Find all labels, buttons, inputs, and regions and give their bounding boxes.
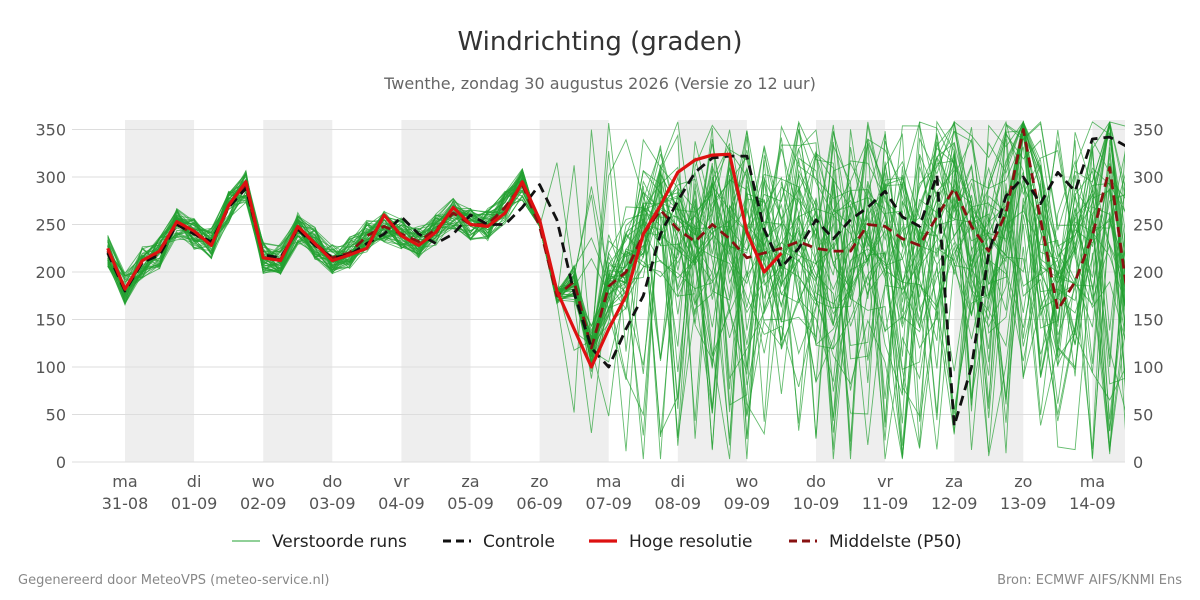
- y-tick-left-200: 200: [35, 263, 66, 282]
- x-tick-day-2: wo: [252, 472, 275, 491]
- x-tick-date-8: 08-09: [655, 494, 702, 513]
- day-shade-2: [263, 120, 333, 462]
- x-tick-day-1: di: [187, 472, 202, 491]
- ensemble-member-line: [107, 140, 1125, 460]
- x-tick-day-3: do: [322, 472, 342, 491]
- ensemble-member-line: [107, 140, 1125, 426]
- x-tick-day-5: za: [461, 472, 479, 491]
- x-tick-day-4: vr: [393, 472, 409, 491]
- x-tick-day-10: do: [806, 472, 826, 491]
- y-tick-left-250: 250: [35, 216, 66, 235]
- ensemble-member-line: [107, 123, 1125, 459]
- x-tick-date-10: 10-09: [793, 494, 840, 513]
- x-tick-date-11: 11-09: [862, 494, 909, 513]
- x-tick-day-14: ma: [1080, 472, 1105, 491]
- x-tick-date-4: 04-09: [378, 494, 425, 513]
- x-tick-date-12: 12-09: [931, 494, 978, 513]
- legend-label-median: Middelste (P50): [829, 532, 962, 552]
- x-tick-date-14: 14-09: [1069, 494, 1116, 513]
- y-tick-right-150: 150: [1133, 311, 1164, 330]
- x-tick-date-0: 31-08: [102, 494, 149, 513]
- legend-label-control: Controle: [483, 532, 555, 552]
- y-axis-right: 0 50 100 150 200 250 300 350: [1133, 121, 1164, 473]
- y-tick-right-250: 250: [1133, 216, 1164, 235]
- y-tick-right-0: 0: [1133, 453, 1143, 472]
- ensemble-member-line: [107, 121, 1125, 436]
- x-tick-date-7: 07-09: [585, 494, 632, 513]
- y-tick-right-50: 50: [1133, 406, 1153, 425]
- legend-label-ensemble: Verstoorde runs: [272, 532, 407, 552]
- x-tick-day-6: zo: [531, 472, 549, 491]
- x-tick-day-0: ma: [112, 472, 137, 491]
- y-tick-right-350: 350: [1133, 121, 1164, 140]
- x-tick-day-11: vr: [877, 472, 893, 491]
- x-tick-date-3: 03-09: [309, 494, 356, 513]
- main-series: [106, 128, 1125, 428]
- day-shade-4: [401, 120, 471, 462]
- legend: Verstoorde runs Controle Hoge resolutie …: [232, 532, 962, 552]
- y-tick-left-350: 350: [35, 121, 66, 140]
- x-tick-date-1: 01-09: [171, 494, 218, 513]
- x-tick-day-12: za: [945, 472, 963, 491]
- x-tick-date-13: 13-09: [1000, 494, 1047, 513]
- x-tick-day-9: wo: [735, 472, 758, 491]
- legend-item-median: Middelste (P50): [789, 532, 962, 552]
- x-tick-date-6: 06-09: [516, 494, 563, 513]
- chart-subtitle: Twenthe, zondag 30 augustus 2026 (Versie…: [383, 74, 816, 93]
- y-tick-left-300: 300: [35, 168, 66, 187]
- y-axis-left: 0 50 100 150 200 250 300 350: [35, 121, 66, 473]
- y-tick-left-50: 50: [46, 406, 66, 425]
- y-tick-left-100: 100: [35, 358, 66, 377]
- ensemble-member-line: [107, 143, 1125, 458]
- legend-item-ensemble: Verstoorde runs: [232, 532, 407, 552]
- ensemble-member-line: [107, 121, 1125, 439]
- y-tick-right-100: 100: [1133, 358, 1164, 377]
- y-tick-right-200: 200: [1133, 263, 1164, 282]
- day-shade-0: [125, 120, 195, 462]
- x-tick-day-8: di: [670, 472, 685, 491]
- series-line-hoge-resolutie: [106, 152, 783, 369]
- ensemble-member-line: [107, 121, 1125, 391]
- x-tick-date-9: 09-09: [724, 494, 771, 513]
- ensemble-members: [107, 120, 1125, 460]
- x-tick-day-7: ma: [596, 472, 621, 491]
- legend-label-high-resolution: Hoge resolutie: [629, 532, 753, 552]
- legend-item-control: Controle: [443, 532, 555, 552]
- x-tick-date-2: 02-09: [240, 494, 287, 513]
- footer-source: Bron: ECMWF AIFS/KNMI Ens: [997, 573, 1182, 588]
- y-tick-right-300: 300: [1133, 168, 1164, 187]
- chart-title: Windrichting (graden): [457, 27, 742, 57]
- x-tick-day-13: zo: [1014, 472, 1032, 491]
- legend-item-high-resolution: Hoge resolutie: [589, 532, 753, 552]
- y-tick-left-0: 0: [56, 453, 66, 472]
- y-tick-left-150: 150: [35, 311, 66, 330]
- x-axis: ma 31-08 di 01-09 wo 02-09 do 03-09 vr 04-09 za 05-…: [102, 472, 1116, 513]
- ensemble-member-line: [107, 129, 1125, 451]
- footer-generated-by: Gegenereerd door MeteoVPS (meteo-service…: [18, 573, 329, 588]
- x-tick-date-5: 05-09: [447, 494, 494, 513]
